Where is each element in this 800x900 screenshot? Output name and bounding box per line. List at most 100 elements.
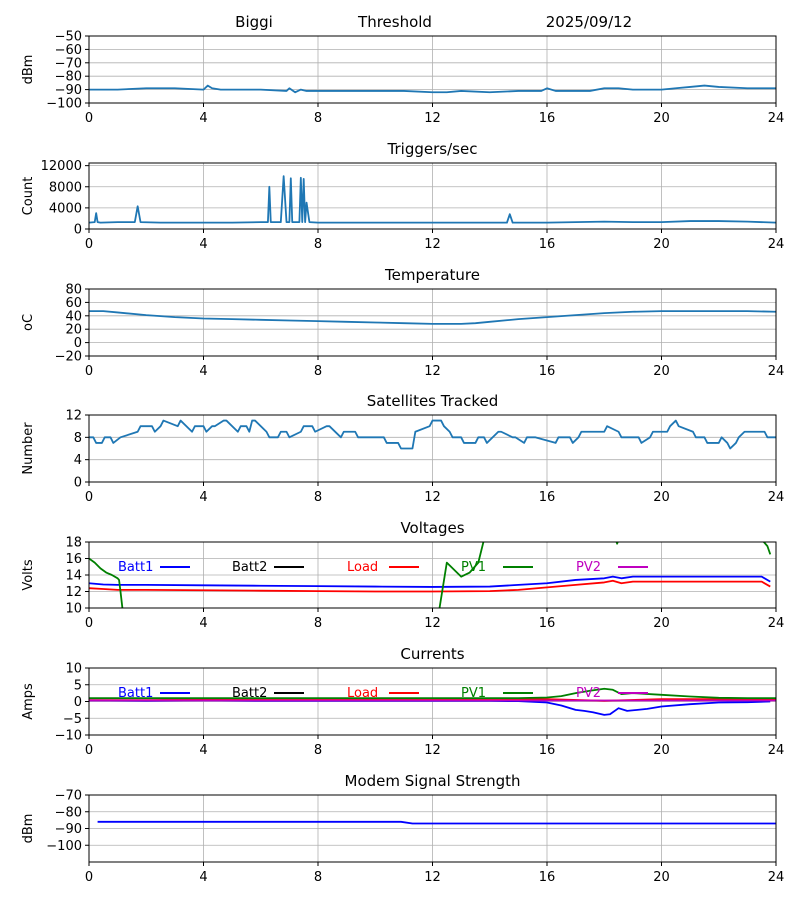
panel-title: Satellites Tracked [367, 392, 498, 410]
series-line-batt1 [89, 575, 771, 588]
x-tick-label: 0 [85, 237, 93, 252]
legend-label-batt1: Batt1 [118, 560, 153, 575]
series-line-pv1 [89, 687, 776, 700]
y-tick-label: 0 [74, 336, 82, 351]
x-tick-label: 8 [314, 616, 322, 631]
x-tick-label: 8 [314, 870, 322, 885]
y-tick-label: −70 [55, 56, 82, 71]
y-tick-label: 4 [74, 453, 82, 468]
y-tick-label: −70 [55, 789, 82, 804]
y-tick-label: −90 [55, 83, 82, 98]
series-line-load [89, 579, 771, 593]
panel-title: Triggers/sec [387, 140, 478, 158]
x-tick-label: 20 [653, 237, 670, 252]
y-tick-label: −5 [63, 712, 82, 727]
y-tick-label: 14 [65, 569, 82, 584]
y-tick-label: 80 [65, 283, 82, 298]
y-axis-title: Number [21, 422, 36, 475]
y-tick-label: −80 [55, 805, 82, 820]
panel-modem: 0 4 8 12 16 20 24 −100 −90 −80−70 dBm Modem Signal … [21, 772, 784, 885]
x-tick-label: 16 [539, 111, 556, 126]
x-tick-label: 12 [424, 743, 441, 758]
x-tick-label: 8 [314, 743, 322, 758]
y-tick-label: −10 [55, 729, 82, 744]
panel-currents: 0 4 8 12 16 20 24 −10 −5 0 510 Amps Currents Batt1 Bat… [21, 645, 784, 758]
x-tick-label: 20 [653, 743, 670, 758]
x-tick-label: 24 [768, 490, 785, 505]
x-tick-label: 16 [539, 870, 556, 885]
y-axis-title: dBm [21, 814, 36, 844]
x-tick-label: 0 [85, 111, 93, 126]
x-tick-label: 12 [424, 490, 441, 505]
x-tick-label: 16 [539, 616, 556, 631]
series-line-modem [97, 820, 776, 825]
x-tick-label: 20 [653, 111, 670, 126]
x-tick-label: 20 [653, 870, 670, 885]
x-tick-label: 0 [85, 490, 93, 505]
x-tick-label: 4 [199, 616, 207, 631]
x-tick-label: 24 [768, 743, 785, 758]
figure-header: Biggi Threshold 2025/09/12 [235, 13, 632, 31]
legend-label-batt2: Batt2 [232, 686, 267, 701]
y-tick-label: 10 [65, 662, 82, 677]
y-tick-label: −20 [55, 350, 82, 365]
y-tick-label: 12 [65, 409, 82, 424]
y-tick-label: −50 [55, 30, 82, 45]
y-tick-label: 4000 [49, 201, 82, 216]
header-station: Biggi [235, 13, 273, 31]
legend-label-pv2: PV2 [576, 686, 601, 701]
y-tick-label: 0 [74, 223, 82, 238]
x-tick-label: 8 [314, 490, 322, 505]
panel-satellites: 0 4 8 12 16 20 24 0 4 8 12 Number Satellites Tracked [21, 392, 784, 505]
y-tick-label: −60 [55, 43, 82, 58]
x-tick-label: 12 [424, 237, 441, 252]
x-tick-label: 24 [768, 111, 785, 126]
y-axis-title: Amps [21, 683, 36, 720]
panel-signal: 0 4 8 12 16 20 24 −100−90−80−70−60−50 dBm [21, 30, 784, 127]
x-tick-label: 4 [199, 490, 207, 505]
y-axis-title: Volts [21, 559, 36, 591]
series-line-satellites [89, 419, 776, 450]
panel-title: Temperature [384, 266, 480, 284]
panel-triggers: 0 4 8 12 16 20 24 0 4000 8000 12000 Count Triggers/s… [21, 140, 784, 252]
x-tick-label: 4 [199, 237, 207, 252]
x-tick-label: 12 [424, 616, 441, 631]
x-tick-label: 0 [85, 364, 93, 379]
x-tick-label: 20 [653, 616, 670, 631]
x-tick-label: 4 [199, 870, 207, 885]
legend-label-pv1: PV1 [461, 686, 486, 701]
y-tick-label: 0 [74, 476, 82, 491]
y-tick-label: 16 [65, 552, 82, 567]
y-tick-label: 18 [65, 536, 82, 551]
legend-label-batt1: Batt1 [118, 686, 153, 701]
y-tick-label: 5 [74, 678, 82, 693]
x-tick-label: 16 [539, 743, 556, 758]
legend-label-load: Load [347, 686, 378, 701]
x-tick-label: 0 [85, 743, 93, 758]
x-tick-label: 24 [768, 870, 785, 885]
x-tick-label: 8 [314, 237, 322, 252]
x-tick-label: 4 [199, 111, 207, 126]
panel-title: Currents [400, 645, 464, 663]
y-tick-label: 0 [74, 695, 82, 710]
legend-label-load: Load [347, 560, 378, 575]
x-tick-label: 4 [199, 743, 207, 758]
x-tick-label: 20 [653, 364, 670, 379]
x-tick-label: 12 [424, 111, 441, 126]
y-tick-label: 12000 [41, 159, 82, 174]
y-tick-label: 10 [65, 602, 82, 617]
legend-label-pv2: PV2 [576, 560, 601, 575]
x-tick-label: 0 [85, 616, 93, 631]
x-tick-label: 12 [424, 870, 441, 885]
y-tick-label: −80 [55, 70, 82, 85]
y-tick-label: 40 [65, 309, 82, 324]
series-line-pv1 [89, 542, 772, 608]
x-tick-label: 8 [314, 111, 322, 126]
series-line-batt1 [89, 699, 771, 716]
x-tick-label: 4 [199, 364, 207, 379]
y-tick-label: 20 [65, 323, 82, 338]
y-axis-title: oC [21, 314, 36, 331]
x-tick-label: 16 [539, 364, 556, 379]
